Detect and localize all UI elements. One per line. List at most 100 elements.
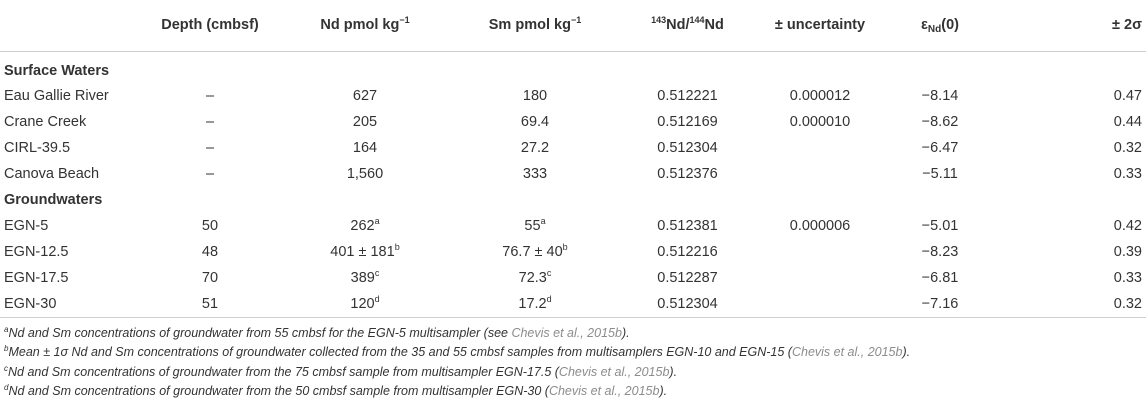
cell-sm: 72.3c xyxy=(450,265,620,291)
cell-eps: −8.62 xyxy=(921,113,959,130)
cell-sample: Crane Creek xyxy=(4,113,87,130)
cell-sample: EGN-12.5 xyxy=(4,243,69,260)
footnote-text: Nd and Sm concentrations of groundwater … xyxy=(8,325,512,340)
footnote: aNd and Sm concentrations of groundwater… xyxy=(4,324,1146,344)
table-row: EGN-12.5 48 401 ± 181b 76.7 ± 40b 0.512216 −8… xyxy=(0,239,1146,265)
table-row: CIRL-39.5 – 164 27.2 0.512304 −6.47 0.32 xyxy=(0,135,1146,161)
header-ratio-end: Nd xyxy=(704,17,724,33)
header-ratio-sup2: 144 xyxy=(689,15,705,25)
cell-sm: 180 xyxy=(450,83,620,109)
cell-nd-value: 401 ± 181 xyxy=(330,243,395,260)
cell-depth: 70 xyxy=(201,269,219,286)
table-row: Crane Creek – 205 69.4 0.512169 0.000010 −8.62… xyxy=(0,109,1146,135)
cell-eps: −7.16 xyxy=(885,291,995,318)
footnote-citation: Chevis et al., 2015b xyxy=(558,364,670,379)
footnote-mark: c xyxy=(4,363,8,373)
cell-ratio: 0.512216 xyxy=(657,243,718,260)
cell-sm-value: 76.7 ± 40 xyxy=(502,243,563,260)
cell-nd-value: 627 xyxy=(352,87,378,104)
cell-sm-value: 72.3 xyxy=(518,269,547,286)
section-row: Surface Waters xyxy=(0,51,1146,83)
cell-depth: – xyxy=(205,139,215,156)
cell-depth: – xyxy=(205,113,215,130)
cell-nd: 627 xyxy=(280,83,450,109)
table-row: Eau Gallie River – 627 180 0.512221 0.000012 −… xyxy=(0,83,1146,109)
header-depth: Depth (cmbsf) xyxy=(140,0,280,52)
cell-sm-value: 333 xyxy=(522,165,548,182)
cell-nd: 1,560 xyxy=(280,161,450,187)
cell-ratio: 0.512376 xyxy=(657,165,718,182)
data-table: Depth (cmbsf) Nd pmol kg−1 Sm pmol kg−1 … xyxy=(0,0,1146,318)
header-sm: Sm pmol kg−1 xyxy=(450,0,620,52)
cell-ratio: 0.512221 xyxy=(657,87,718,104)
header-nd-text: Nd pmol kg xyxy=(320,17,400,33)
cell-nd-value: 262 xyxy=(350,217,375,234)
table-row: Canova Beach – 1,560 333 0.512376 −5.11 0.33 xyxy=(0,161,1146,187)
header-ratio-sup1: 143 xyxy=(651,15,667,25)
footnote-text: Nd and Sm concentrations of groundwater … xyxy=(8,384,549,398)
section-title: Surface Waters xyxy=(4,62,110,79)
header-row: Depth (cmbsf) Nd pmol kg−1 Sm pmol kg−1 … xyxy=(0,0,1146,52)
cell-nd-note: c xyxy=(374,267,380,278)
cell-sm-value: 69.4 xyxy=(520,113,550,130)
footnotes: aNd and Sm concentrations of groundwater… xyxy=(0,324,1146,402)
header-nd: Nd pmol kg−1 xyxy=(280,0,450,52)
header-eps: εNd(0) xyxy=(885,0,995,52)
cell-uncertainty xyxy=(755,265,885,291)
cell-nd-note: d xyxy=(374,293,380,304)
cell-two-sigma: 0.42 xyxy=(1113,217,1142,234)
footnote-text: Mean ± 1σ Nd and Sm concentrations of gr… xyxy=(8,345,792,359)
cell-uncertainty xyxy=(755,291,885,318)
cell-depth: 50 xyxy=(201,217,219,234)
cell-depth: – xyxy=(205,87,215,104)
header-ratio-mid: Nd/ xyxy=(666,17,690,33)
footnote-text: Nd and Sm concentrations of groundwater … xyxy=(8,364,559,379)
footnote-mark: d xyxy=(4,383,9,392)
cell-nd-note: b xyxy=(394,241,400,252)
cell-uncertainty xyxy=(755,161,885,187)
table-row: EGN-30 51 120d 17.2d 0.512304 −7.16 0.32 xyxy=(0,291,1146,318)
header-eps-end: (0) xyxy=(941,17,959,33)
section-row: Groundwaters xyxy=(0,187,1146,213)
header-uncertainty: ± uncertainty xyxy=(755,0,885,52)
cell-sample: Canova Beach xyxy=(4,165,100,182)
cell-depth: 51 xyxy=(140,291,280,318)
table-row: EGN-17.5 70 389c 72.3c 0.512287 −6.81 0.33 xyxy=(0,265,1146,291)
header-two-sigma: ± 2σ xyxy=(995,0,1146,52)
cell-eps: −6.81 xyxy=(921,269,959,286)
cell-nd: 205 xyxy=(280,109,450,135)
cell-nd: 262a xyxy=(280,213,450,239)
header-sample xyxy=(0,0,140,52)
cell-nd-note: a xyxy=(374,215,380,226)
cell-sm-value: 17.2 xyxy=(518,295,547,312)
cell-depth: – xyxy=(205,165,215,182)
cell-two-sigma: 0.33 xyxy=(1113,269,1142,286)
cell-sm-note: d xyxy=(546,293,552,304)
header-ratio: 143Nd/144Nd xyxy=(620,0,755,52)
cell-sm-value: 27.2 xyxy=(520,139,550,156)
cell-sm: 76.7 ± 40b xyxy=(450,239,620,265)
cell-nd-value: 205 xyxy=(352,113,378,130)
header-sm-text: Sm pmol kg xyxy=(488,17,571,33)
footnote-tail: ). xyxy=(659,384,668,398)
cell-two-sigma: 0.44 xyxy=(1113,113,1142,130)
cell-sm: 333 xyxy=(450,161,620,187)
footnote-mark: b xyxy=(4,344,9,353)
cell-sm: 27.2 xyxy=(450,135,620,161)
cell-ratio: 0.512169 xyxy=(657,113,718,130)
cell-depth: 48 xyxy=(201,243,219,260)
cell-uncertainty xyxy=(755,135,885,161)
cell-uncertainty xyxy=(755,239,885,265)
cell-sm-note: c xyxy=(546,267,552,278)
cell-sm-value: 55 xyxy=(524,217,541,234)
cell-nd-value: 164 xyxy=(352,139,378,156)
cell-nd-value: 120 xyxy=(350,295,375,312)
cell-two-sigma: 0.39 xyxy=(1113,243,1142,260)
cell-two-sigma: 0.32 xyxy=(995,291,1146,318)
cell-ratio: 0.512287 xyxy=(657,269,718,286)
footnote-tail: ). xyxy=(902,345,911,359)
table-row: EGN-5 50 262a 55a 0.512381 0.000006 −5.01 0.42 xyxy=(0,213,1146,239)
footnote-citation: Chevis et al., 2015b xyxy=(791,345,903,359)
cell-sample: EGN-5 xyxy=(4,217,49,234)
cell-uncertainty: 0.000012 xyxy=(789,87,851,104)
